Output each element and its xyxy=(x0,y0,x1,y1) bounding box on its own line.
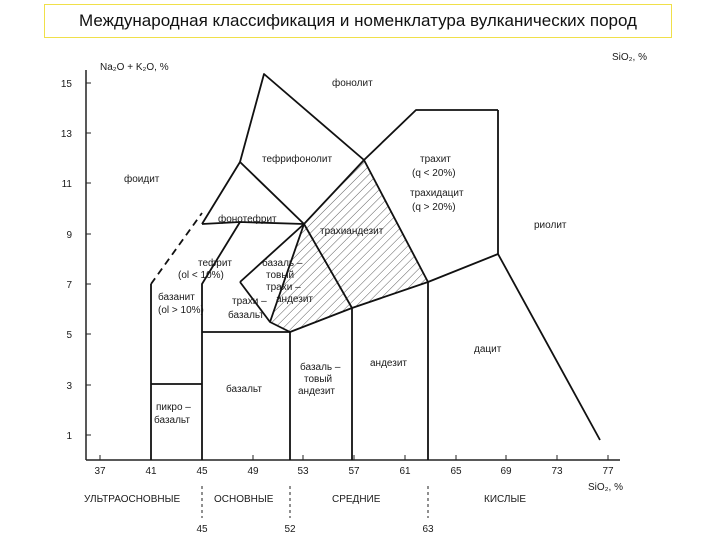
label-bta-1: базаль – xyxy=(262,257,303,269)
y-tick-label: 11 xyxy=(62,179,73,190)
label-rhyolite: риолит xyxy=(534,220,567,231)
hatched-region xyxy=(270,160,428,332)
x-tick-label: 45 xyxy=(196,466,208,477)
label-basaltic-andesite-3: андезит xyxy=(298,386,335,397)
label-trachyandesite: трахиандезит xyxy=(320,226,384,237)
label-trachydacite-2: (q > 20%) xyxy=(412,202,456,213)
x-tick-label: 53 xyxy=(297,466,309,477)
page-title: Международная классификация и номенклату… xyxy=(79,11,637,30)
field-boundaries xyxy=(150,73,601,460)
y-tick-label: 13 xyxy=(61,129,73,140)
label-basaltic-andesite-2: товый xyxy=(304,374,332,385)
label-trachybasalt-1: трахи – xyxy=(232,296,267,307)
x-tick-label: 57 xyxy=(348,466,360,477)
y-tick-label: 15 xyxy=(61,79,73,90)
y-tick-label: 3 xyxy=(66,381,72,392)
label-tephrite-1: тефрит xyxy=(198,257,232,269)
group-boundary-labels: 45 52 63 xyxy=(196,524,434,535)
y-axis-title: Na₂O + K₂O, % xyxy=(100,62,169,73)
group-intermediate: СРЕДНИЕ xyxy=(332,494,381,505)
y-tick-label: 9 xyxy=(66,230,72,241)
x-tick-label: 41 xyxy=(145,466,157,477)
label-phonotephrite: фонотефрит xyxy=(218,213,277,225)
x-axis-title-top: SiO₂, % xyxy=(612,52,647,63)
x-ticks xyxy=(99,455,609,460)
x-tick-label: 65 xyxy=(450,466,462,477)
y-tick-label: 7 xyxy=(66,280,72,291)
group-boundary-label: 52 xyxy=(284,524,296,535)
foidite-dashed-boundary xyxy=(150,212,203,285)
x-axis-title: SiO₂, % xyxy=(588,482,623,493)
group-boundary-label: 45 xyxy=(196,524,208,535)
x-tick-label: 69 xyxy=(500,466,512,477)
label-basaltic-andesite-1: базаль – xyxy=(300,361,341,373)
label-dacite: дацит xyxy=(474,344,502,355)
label-tephriphonolite: тефрифонолит xyxy=(262,153,332,165)
group-boundary-label: 63 xyxy=(422,524,434,535)
label-basanite-2: (ol > 10%) xyxy=(158,305,204,316)
group-ultramafic: УЛЬТРАОСНОВНЫЕ xyxy=(84,494,180,505)
group-mafic: ОСНОВНЫЕ xyxy=(214,494,274,505)
label-basalt: базальт xyxy=(226,383,262,395)
label-bta-3: трахи – xyxy=(266,282,301,293)
title-box: Международная классификация и номенклату… xyxy=(44,4,672,38)
group-separators xyxy=(201,486,429,518)
group-felsic: КИСЛЫЕ xyxy=(484,494,526,505)
y-tick-labels: 15 13 11 9 7 5 3 1 xyxy=(61,79,73,442)
label-phonolite: фонолит xyxy=(332,77,373,89)
label-bta-2: товый xyxy=(266,270,294,281)
label-bta-4: андезит xyxy=(276,294,313,305)
y-tick-label: 1 xyxy=(66,431,72,442)
x-tick-labels: 37 41 45 49 53 57 61 65 69 73 77 xyxy=(94,466,614,477)
group-labels: УЛЬТРАОСНОВНЫЕ ОСНОВНЫЕ СРЕДНИЕ КИСЛЫЕ xyxy=(84,494,526,505)
field-labels: фонолит тефрифонолит фоидит трахит (q < … xyxy=(124,77,567,426)
x-tick-label: 73 xyxy=(551,466,563,477)
label-tephrite-2: (ol < 10%) xyxy=(178,270,224,281)
label-foidite: фоидит xyxy=(124,173,160,185)
label-trachyte-1: трахит xyxy=(420,154,451,165)
label-trachydacite-1: трахидацит xyxy=(410,188,464,199)
label-andesite: андезит xyxy=(370,358,407,369)
label-basanite-1: базанит xyxy=(158,291,195,303)
x-tick-label: 77 xyxy=(602,466,614,477)
y-tick-label: 5 xyxy=(66,330,72,341)
label-trachyte-2: (q < 20%) xyxy=(412,168,456,179)
label-picrobasalt-1: пикро – xyxy=(156,402,191,413)
x-tick-label: 49 xyxy=(247,466,259,477)
x-tick-label: 61 xyxy=(399,466,411,477)
y-ticks xyxy=(86,82,91,436)
x-tick-label: 37 xyxy=(94,466,106,477)
label-picrobasalt-2: базальт xyxy=(154,414,190,426)
label-trachybasalt-2: базальт xyxy=(228,309,264,321)
